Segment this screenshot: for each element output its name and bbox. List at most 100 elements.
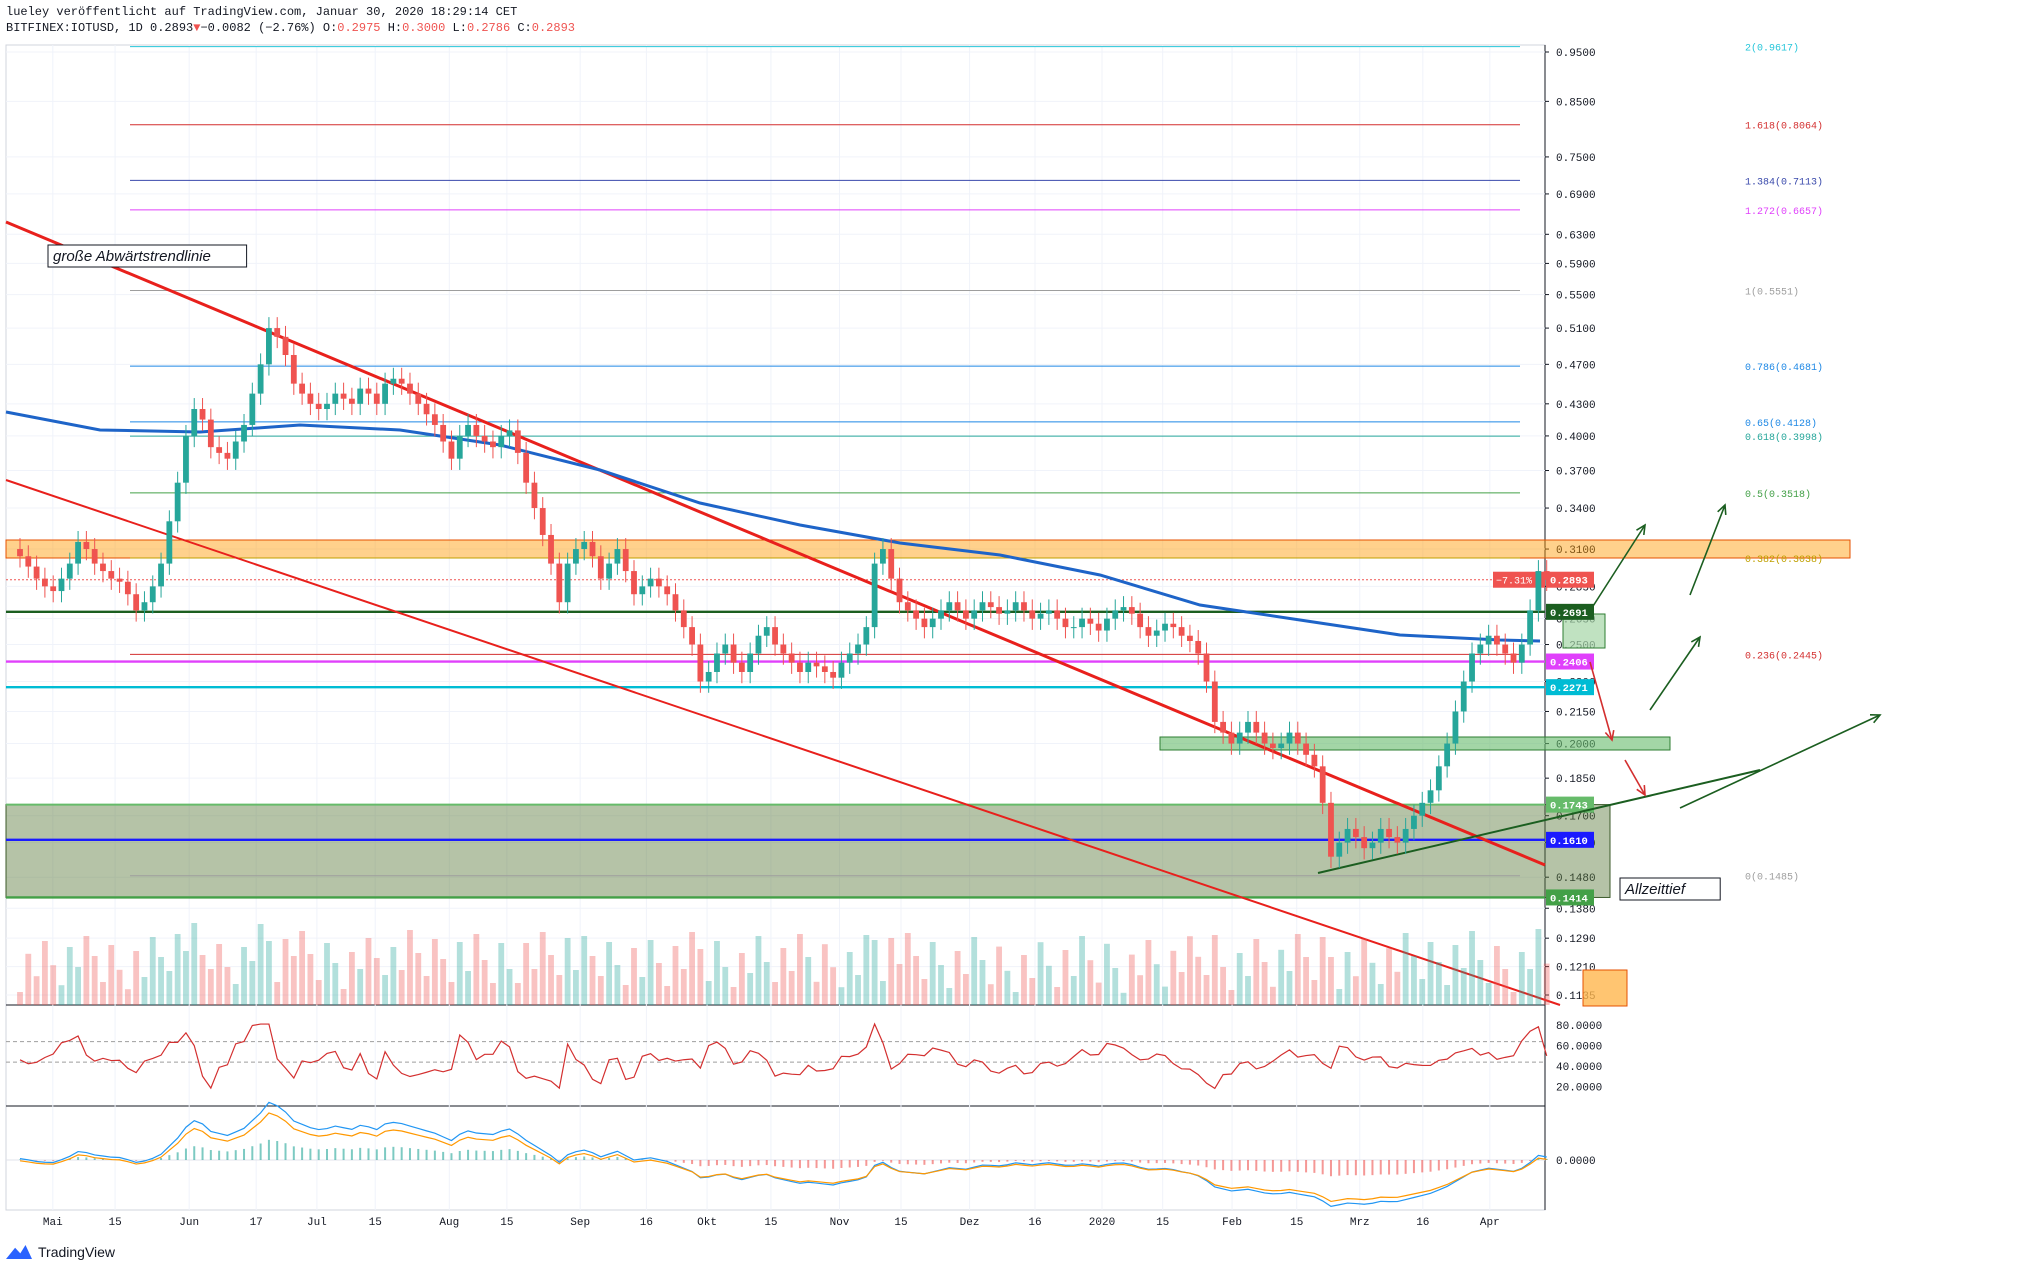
- volume-bar: [282, 939, 289, 1005]
- fib-level-label: 1.384(0.7113): [1745, 176, 1823, 188]
- volume-bar: [680, 969, 687, 1005]
- y-tick-label: 0.7500: [1556, 153, 1596, 165]
- macd-histogram-bar: [1313, 1160, 1316, 1173]
- volume-bar: [954, 951, 961, 1005]
- volume-bar: [1394, 971, 1401, 1005]
- candle-body: [1394, 837, 1401, 843]
- volume-bar: [705, 981, 712, 1005]
- macd-histogram-bar: [948, 1160, 951, 1163]
- candle-body: [100, 563, 106, 572]
- volume-bar: [1352, 976, 1359, 1005]
- arrow-shaft: [1649, 636, 1701, 711]
- rsi-axis-label: 80.0000: [1556, 1021, 1602, 1033]
- volume-bar: [440, 959, 447, 1005]
- macd-histogram-bar: [475, 1150, 478, 1160]
- macd-line: [19, 1101, 1547, 1208]
- volume-bar: [763, 962, 770, 1005]
- y-tick-label: 0.4700: [1556, 360, 1596, 372]
- candle-body: [589, 541, 596, 557]
- macd-histogram-bar: [1363, 1160, 1366, 1176]
- candle-body: [1402, 828, 1409, 843]
- y-tick-label: 0.2150: [1556, 707, 1596, 719]
- resistance-zone: [5, 539, 1851, 559]
- x-tick-label: 16: [1416, 1217, 1429, 1229]
- macd-histogram-bar: [616, 1156, 619, 1160]
- volume-bar: [1079, 936, 1085, 1005]
- macd-histogram-bar: [1205, 1160, 1208, 1168]
- volume-bar: [1494, 946, 1500, 1005]
- volume-bar: [465, 971, 471, 1005]
- candle-body: [191, 409, 198, 436]
- macd-histogram-bar: [774, 1160, 777, 1167]
- macd-histogram-bar: [384, 1147, 387, 1160]
- y-tick-label: 0.1850: [1556, 774, 1596, 786]
- candle-body: [1427, 790, 1434, 803]
- y-tick-label: 0.1380: [1556, 904, 1596, 916]
- candle-body: [556, 563, 563, 603]
- candle-body: [266, 328, 272, 365]
- price-change: −0.0082 (−2.76%): [200, 21, 316, 35]
- macd-histogram-bar: [467, 1149, 470, 1160]
- candle-body: [1012, 602, 1019, 611]
- volume-bar: [249, 961, 256, 1005]
- candle-body: [805, 662, 812, 672]
- volume-bar: [481, 960, 488, 1005]
- candle-body: [1377, 828, 1384, 843]
- x-tick-label: 17: [250, 1217, 263, 1229]
- macd-histogram-bar: [1271, 1160, 1274, 1172]
- candle-body: [166, 521, 173, 564]
- candle-body: [481, 435, 488, 442]
- high-value: 0.3000: [402, 21, 446, 35]
- macd-histogram-bar: [1114, 1160, 1117, 1162]
- macd-histogram-bar: [317, 1149, 320, 1160]
- candle-body: [332, 393, 339, 404]
- candle-body: [1162, 623, 1168, 631]
- price-chart[interactable]: 0.9500 0.8500 0.7500 0.6900 0.6300 0.5900 0.55…: [0, 0, 2025, 1232]
- macd-histogram-bar: [342, 1148, 345, 1160]
- arrow-shaft: [1679, 714, 1881, 809]
- macd-histogram-bar: [931, 1160, 934, 1165]
- volume-bar: [797, 934, 803, 1005]
- x-tick-label: 15: [1156, 1217, 1169, 1229]
- candle-body: [1104, 618, 1110, 631]
- candle-body: [938, 610, 944, 619]
- candle-body: [1253, 721, 1260, 733]
- volume-bar: [589, 956, 596, 1005]
- macd-histogram-bar: [1031, 1160, 1034, 1162]
- rsi-axis-label: 60.0000: [1556, 1042, 1602, 1054]
- volume-bar: [1037, 942, 1044, 1005]
- macd-histogram-bar: [740, 1160, 743, 1167]
- volume-bar: [66, 947, 73, 1005]
- volume-bar: [1187, 936, 1193, 1005]
- candle-body: [996, 607, 1002, 614]
- volume-bar: [1286, 971, 1293, 1005]
- tradingview-logo[interactable]: TradingView: [6, 1240, 115, 1264]
- macd-histogram-bar: [1122, 1160, 1125, 1162]
- volume-bar: [971, 937, 978, 1005]
- macd-histogram-bar: [624, 1158, 627, 1160]
- candle-body: [1037, 613, 1044, 619]
- candle-body: [730, 644, 737, 663]
- y-tick-label: 0.3700: [1556, 467, 1596, 479]
- volume-bar: [996, 946, 1002, 1005]
- ma200-line: [5, 410, 1541, 643]
- macd-histogram-bar: [1379, 1160, 1382, 1175]
- fib-level-label: 1(0.5551): [1745, 286, 1799, 298]
- candle-body: [573, 549, 579, 564]
- volume-bar: [1311, 980, 1318, 1005]
- candle-body: [797, 662, 803, 672]
- candle-body: [1170, 623, 1177, 628]
- macd-histogram-bar: [550, 1158, 553, 1160]
- macd-histogram-bar: [326, 1148, 328, 1160]
- annotation-box: [1619, 877, 1721, 901]
- candle-body: [1261, 732, 1268, 744]
- volume-bar: [415, 953, 422, 1005]
- candle-body: [108, 571, 115, 579]
- x-tick-label: Feb: [1222, 1217, 1242, 1229]
- volume-bar: [116, 969, 123, 1005]
- y-tick-label: 0.5500: [1556, 291, 1596, 303]
- candle-body: [888, 549, 895, 579]
- macd-histogram-bar: [450, 1153, 453, 1160]
- candle-body: [631, 571, 637, 595]
- price-tag-value: 0.1414: [1550, 893, 1588, 905]
